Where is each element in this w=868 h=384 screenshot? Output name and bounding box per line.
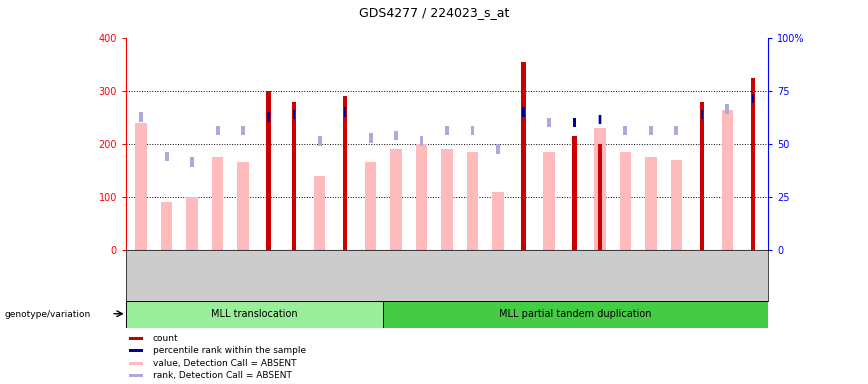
Bar xyxy=(573,118,575,127)
Bar xyxy=(129,362,143,364)
Bar xyxy=(649,126,653,135)
Bar xyxy=(671,160,682,250)
Bar xyxy=(266,91,271,250)
Bar xyxy=(161,202,173,250)
Bar xyxy=(751,78,755,250)
Bar xyxy=(700,110,703,119)
Text: rank, Detection Call = ABSENT: rank, Detection Call = ABSENT xyxy=(153,371,292,380)
Bar xyxy=(752,94,754,103)
Bar xyxy=(391,149,402,250)
Bar xyxy=(383,301,768,328)
Bar xyxy=(674,126,679,135)
Bar xyxy=(543,152,555,250)
Bar xyxy=(470,126,475,135)
Bar xyxy=(726,104,729,114)
Bar xyxy=(318,136,321,146)
Bar xyxy=(267,112,270,122)
Bar xyxy=(445,126,449,135)
Bar xyxy=(129,374,143,377)
Bar xyxy=(467,152,478,250)
Bar xyxy=(129,349,143,352)
Bar xyxy=(623,126,628,135)
Bar xyxy=(241,126,245,135)
Bar xyxy=(129,337,143,340)
Bar xyxy=(212,157,223,250)
Bar xyxy=(293,110,295,119)
Bar xyxy=(547,118,551,127)
Text: genotype/variation: genotype/variation xyxy=(4,310,90,319)
Text: count: count xyxy=(153,334,179,343)
Bar xyxy=(521,62,526,250)
Bar xyxy=(190,157,194,167)
Bar xyxy=(237,162,249,250)
Bar xyxy=(344,107,346,117)
Bar xyxy=(314,176,326,250)
Bar xyxy=(187,197,198,250)
Bar xyxy=(700,102,704,250)
Bar xyxy=(343,96,347,250)
Bar xyxy=(700,112,704,122)
Bar xyxy=(139,112,143,122)
Bar xyxy=(645,157,657,250)
Bar xyxy=(599,115,602,124)
Text: MLL translocation: MLL translocation xyxy=(211,310,298,319)
Bar xyxy=(523,107,525,117)
Bar xyxy=(369,134,372,143)
Bar xyxy=(572,136,576,250)
Bar xyxy=(365,162,377,250)
Bar xyxy=(598,144,602,250)
Bar xyxy=(215,126,220,135)
Bar xyxy=(394,131,398,140)
Bar xyxy=(598,115,602,124)
Bar xyxy=(292,102,296,250)
Bar xyxy=(441,149,453,250)
Text: value, Detection Call = ABSENT: value, Detection Call = ABSENT xyxy=(153,359,296,367)
Bar xyxy=(595,128,606,250)
Bar xyxy=(165,152,168,161)
Text: percentile rank within the sample: percentile rank within the sample xyxy=(153,346,306,355)
Bar xyxy=(416,144,427,250)
Bar xyxy=(721,110,733,250)
Bar xyxy=(126,301,383,328)
Bar xyxy=(419,136,424,146)
Text: MLL partial tandem duplication: MLL partial tandem duplication xyxy=(499,310,652,319)
Text: GDS4277 / 224023_s_at: GDS4277 / 224023_s_at xyxy=(358,6,510,19)
Bar xyxy=(492,192,503,250)
Bar xyxy=(496,144,500,154)
Bar xyxy=(135,123,147,250)
Bar xyxy=(266,110,271,119)
Bar xyxy=(620,152,631,250)
